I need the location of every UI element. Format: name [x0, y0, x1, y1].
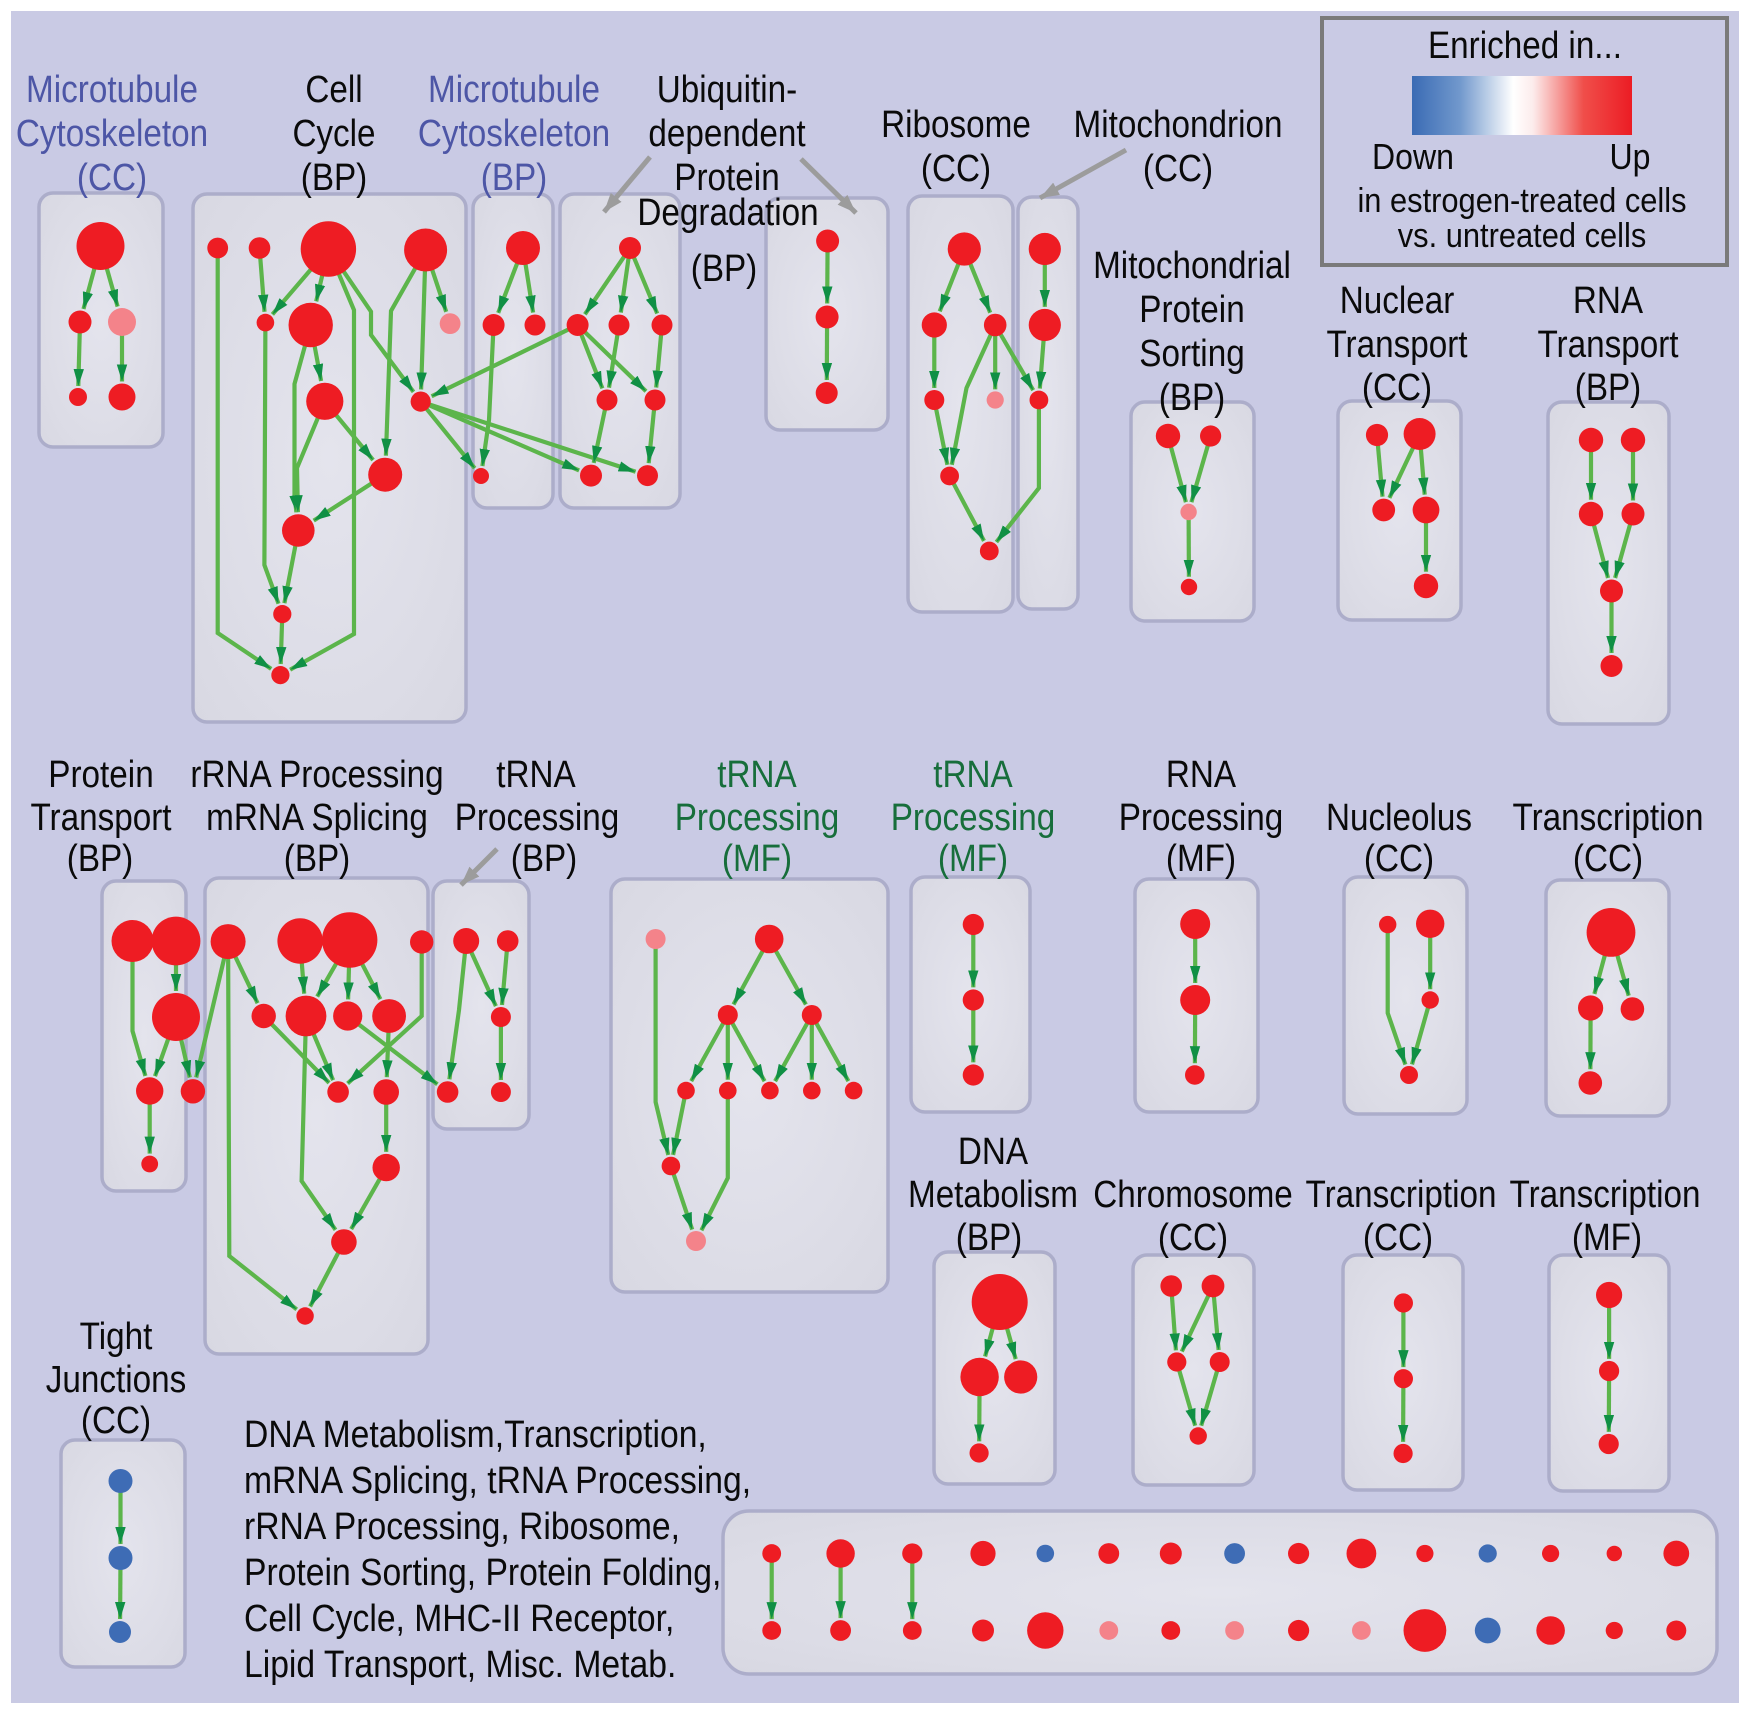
svg-text:Transport: Transport	[30, 797, 171, 839]
svg-text:Cytoskeleton: Cytoskeleton	[418, 113, 610, 155]
svg-text:Chromosome: Chromosome	[1093, 1174, 1293, 1216]
svg-text:Microtubule: Microtubule	[428, 69, 600, 111]
svg-text:(CC): (CC)	[1364, 838, 1434, 880]
svg-text:Protein: Protein	[48, 754, 153, 796]
svg-text:(CC): (CC)	[81, 1400, 151, 1442]
svg-text:rRNA Processing, Ribosome,: rRNA Processing, Ribosome,	[244, 1506, 680, 1548]
svg-text:Protein: Protein	[1139, 289, 1244, 331]
svg-text:(BP): (BP)	[956, 1217, 1023, 1259]
svg-text:Degradation: Degradation	[637, 192, 818, 234]
svg-text:(CC): (CC)	[1143, 148, 1213, 190]
svg-text:Metabolism: Metabolism	[908, 1174, 1078, 1216]
svg-text:(MF): (MF)	[938, 838, 1008, 880]
svg-text:Transport: Transport	[1537, 324, 1678, 366]
svg-text:tRNA: tRNA	[933, 754, 1013, 796]
svg-text:Processing: Processing	[455, 797, 620, 839]
svg-text:(BP): (BP)	[1159, 377, 1226, 419]
svg-text:dependent: dependent	[648, 113, 806, 155]
svg-text:Nuclear: Nuclear	[1340, 280, 1455, 322]
svg-text:Microtubule: Microtubule	[26, 69, 198, 111]
svg-text:Transcription: Transcription	[1513, 797, 1704, 839]
svg-text:mRNA Splicing: mRNA Splicing	[206, 797, 428, 839]
svg-text:(CC): (CC)	[921, 148, 991, 190]
svg-text:Nucleolus: Nucleolus	[1326, 797, 1472, 839]
svg-text:DNA: DNA	[958, 1131, 1029, 1173]
svg-text:Cytoskeleton: Cytoskeleton	[16, 113, 208, 155]
svg-text:Processing: Processing	[891, 797, 1056, 839]
svg-text:Mitochondrial: Mitochondrial	[1093, 245, 1291, 287]
svg-text:(CC): (CC)	[1363, 1217, 1433, 1259]
svg-text:rRNA Processing: rRNA Processing	[190, 754, 443, 796]
svg-text:tRNA: tRNA	[717, 754, 797, 796]
svg-text:Transport: Transport	[1326, 324, 1467, 366]
svg-text:(BP): (BP)	[511, 838, 578, 880]
svg-text:(BP): (BP)	[481, 157, 548, 199]
svg-text:Tight: Tight	[80, 1316, 153, 1358]
svg-text:Cell: Cell	[305, 69, 362, 111]
svg-text:mRNA Splicing, tRNA Processing: mRNA Splicing, tRNA Processing,	[244, 1460, 751, 1502]
svg-text:(MF): (MF)	[1572, 1217, 1642, 1259]
svg-text:Sorting: Sorting	[1139, 333, 1244, 375]
svg-text:(BP): (BP)	[67, 838, 134, 880]
svg-text:(CC): (CC)	[77, 157, 147, 199]
svg-text:Protein: Protein	[674, 157, 779, 199]
svg-text:Transcription: Transcription	[1510, 1174, 1701, 1216]
svg-text:Ubiquitin-: Ubiquitin-	[657, 69, 798, 111]
svg-text:(MF): (MF)	[1166, 838, 1236, 880]
svg-text:tRNA: tRNA	[496, 754, 576, 796]
svg-text:Processing: Processing	[675, 797, 840, 839]
svg-text:Transcription: Transcription	[1306, 1174, 1497, 1216]
svg-text:in estrogen-treated cells: in estrogen-treated cells	[1357, 182, 1686, 220]
svg-text:Ribosome: Ribosome	[881, 104, 1031, 146]
svg-text:DNA Metabolism,Transcription,: DNA Metabolism,Transcription,	[244, 1414, 707, 1456]
svg-text:(BP): (BP)	[691, 248, 758, 290]
svg-text:(BP): (BP)	[301, 157, 368, 199]
svg-text:RNA: RNA	[1573, 280, 1644, 322]
svg-text:Down: Down	[1372, 136, 1454, 177]
svg-text:Cell Cycle, MHC-II Receptor,: Cell Cycle, MHC-II Receptor,	[244, 1598, 674, 1640]
svg-text:Up: Up	[1610, 136, 1651, 177]
svg-text:(CC): (CC)	[1362, 367, 1432, 409]
svg-text:(CC): (CC)	[1573, 838, 1643, 880]
svg-text:Protein Sorting, Protein Foldi: Protein Sorting, Protein Folding,	[244, 1552, 721, 1594]
svg-text:Mitochondrion: Mitochondrion	[1074, 104, 1283, 146]
svg-text:Processing: Processing	[1119, 797, 1284, 839]
svg-text:RNA: RNA	[1166, 754, 1237, 796]
svg-text:vs. untreated cells: vs. untreated cells	[1398, 217, 1647, 255]
svg-text:Cycle: Cycle	[292, 113, 375, 155]
svg-text:Junctions: Junctions	[46, 1359, 187, 1401]
svg-text:Lipid Transport, Misc. Metab.: Lipid Transport, Misc. Metab.	[244, 1644, 676, 1686]
svg-text:(MF): (MF)	[722, 838, 792, 880]
svg-text:(CC): (CC)	[1158, 1217, 1228, 1259]
svg-text:(BP): (BP)	[284, 838, 351, 880]
svg-text:(BP): (BP)	[1575, 367, 1642, 409]
svg-text:Enriched in...: Enriched in...	[1428, 25, 1622, 67]
